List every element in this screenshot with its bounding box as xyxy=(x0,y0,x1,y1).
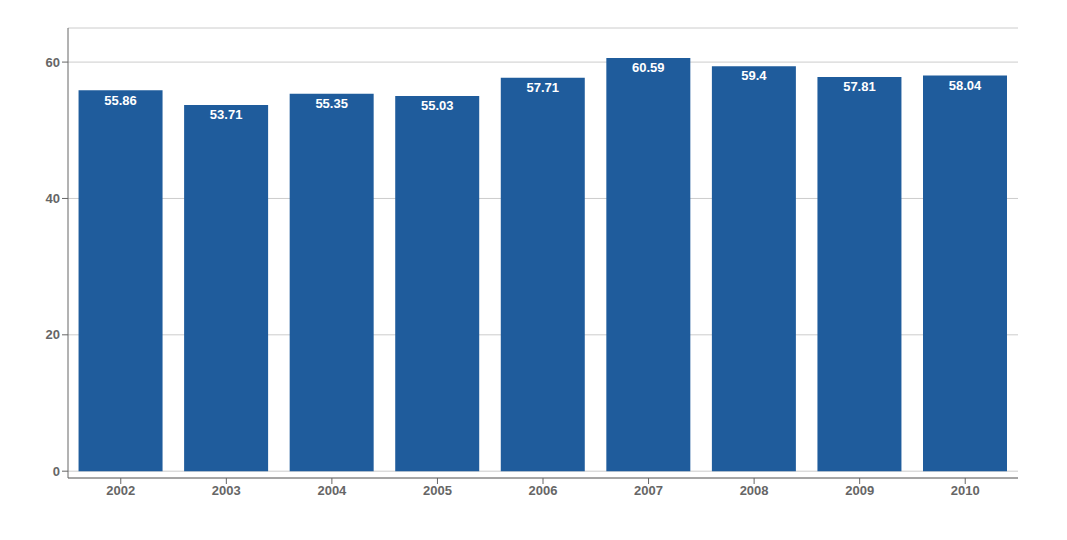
svg-text:57.81: 57.81 xyxy=(843,79,876,94)
svg-text:40: 40 xyxy=(46,191,60,206)
svg-text:2002: 2002 xyxy=(106,483,135,498)
svg-text:2009: 2009 xyxy=(845,483,874,498)
svg-text:60.59: 60.59 xyxy=(632,60,665,75)
svg-text:0: 0 xyxy=(53,464,60,479)
svg-text:60: 60 xyxy=(46,55,60,70)
svg-text:2006: 2006 xyxy=(529,483,558,498)
svg-text:53.71: 53.71 xyxy=(210,107,243,122)
svg-text:57.71: 57.71 xyxy=(527,80,560,95)
svg-text:58.04: 58.04 xyxy=(949,78,982,93)
svg-text:2005: 2005 xyxy=(423,483,452,498)
svg-text:2007: 2007 xyxy=(634,483,663,498)
svg-text:55.03: 55.03 xyxy=(421,98,454,113)
svg-text:55.35: 55.35 xyxy=(315,96,348,111)
svg-text:20: 20 xyxy=(46,327,60,342)
svg-text:2003: 2003 xyxy=(212,483,241,498)
svg-text:2010: 2010 xyxy=(951,483,980,498)
svg-text:2004: 2004 xyxy=(317,483,347,498)
svg-text:2008: 2008 xyxy=(740,483,769,498)
svg-text:55.86: 55.86 xyxy=(104,93,137,108)
svg-text:59.4: 59.4 xyxy=(741,68,767,83)
